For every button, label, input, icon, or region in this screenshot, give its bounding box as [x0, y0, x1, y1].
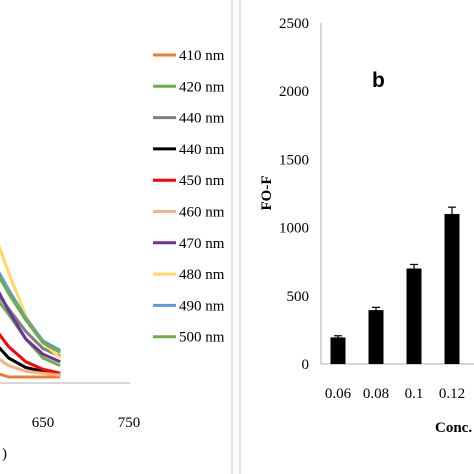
legend-item-label: 440 nm: [179, 142, 225, 158]
panel-b-y-tick: 2000: [279, 84, 309, 100]
legend-item-label: 470 nm: [179, 236, 225, 252]
panel-b-x-tick: 0.12: [439, 386, 465, 402]
panel-a-series-line-6: [0, 291, 61, 364]
panel-b-x-tick: 0.06: [325, 386, 352, 402]
panel-a-series-line-3: [0, 346, 61, 377]
legend-item-label: 420 nm: [179, 79, 225, 95]
panel-b-x-axis-title: Conc.: [435, 420, 472, 436]
panel-a-x-axis-label-fragment: ): [2, 446, 7, 462]
panel-a-series-line-4: [0, 332, 61, 375]
panel-b-y-tick: 500: [287, 289, 310, 305]
panel-b-label: b: [372, 69, 385, 92]
legend-item-label: 500 nm: [179, 330, 225, 346]
legend-item-label: 480 nm: [179, 267, 225, 283]
panel-a-series-line-7: [0, 244, 62, 360]
panel-b-bar: [444, 213, 460, 364]
legend-item-label: 410 nm: [179, 48, 225, 64]
panel-b-y-tick: 2500: [279, 16, 309, 32]
legend-item-label: 490 nm: [179, 298, 225, 314]
panel-b-bar: [368, 310, 384, 364]
panel-b-y-tick: 1500: [279, 152, 309, 168]
panel-a-series-line-8: [0, 271, 61, 352]
panel-a-series-line-2: [0, 294, 61, 358]
panel-b-frame: [239, 0, 241, 474]
panel-a-frame: [231, 0, 233, 474]
panel-a-series-line-5: [0, 358, 61, 377]
panel-b-y-tick: 1000: [279, 221, 309, 237]
panel-b-bar: [406, 268, 422, 364]
legend-item-label: 440 nm: [179, 111, 225, 127]
panel-a-x-tick: 650: [32, 415, 55, 431]
panel-a-line-chart: 650 750) 410 nm 420 nm 440 nm 440 nm 450 nm 460…: [0, 0, 233, 474]
panel-b-bar-chart: 0 500 1000 1500 2000 2500 0.06 0.08 0.1 0.12 b Conc…: [239, 0, 474, 474]
legend-item-label: 450 nm: [179, 173, 225, 189]
panel-a-x-tick: 750: [118, 415, 141, 431]
panel-a-series-line-0: [0, 372, 61, 379]
panel-a-series-line-9: [0, 275, 61, 354]
legend-item-label: 460 nm: [179, 205, 225, 221]
panel-b-bar: [330, 337, 346, 364]
panel-b-y-tick: 0: [302, 357, 310, 373]
panel-b-y-axis-title: FO-F: [259, 176, 275, 211]
panel-b-x-tick: 0.1: [405, 386, 424, 402]
panel-a-series-group: [0, 244, 62, 379]
panel-b-x-tick: 0.08: [363, 386, 389, 402]
